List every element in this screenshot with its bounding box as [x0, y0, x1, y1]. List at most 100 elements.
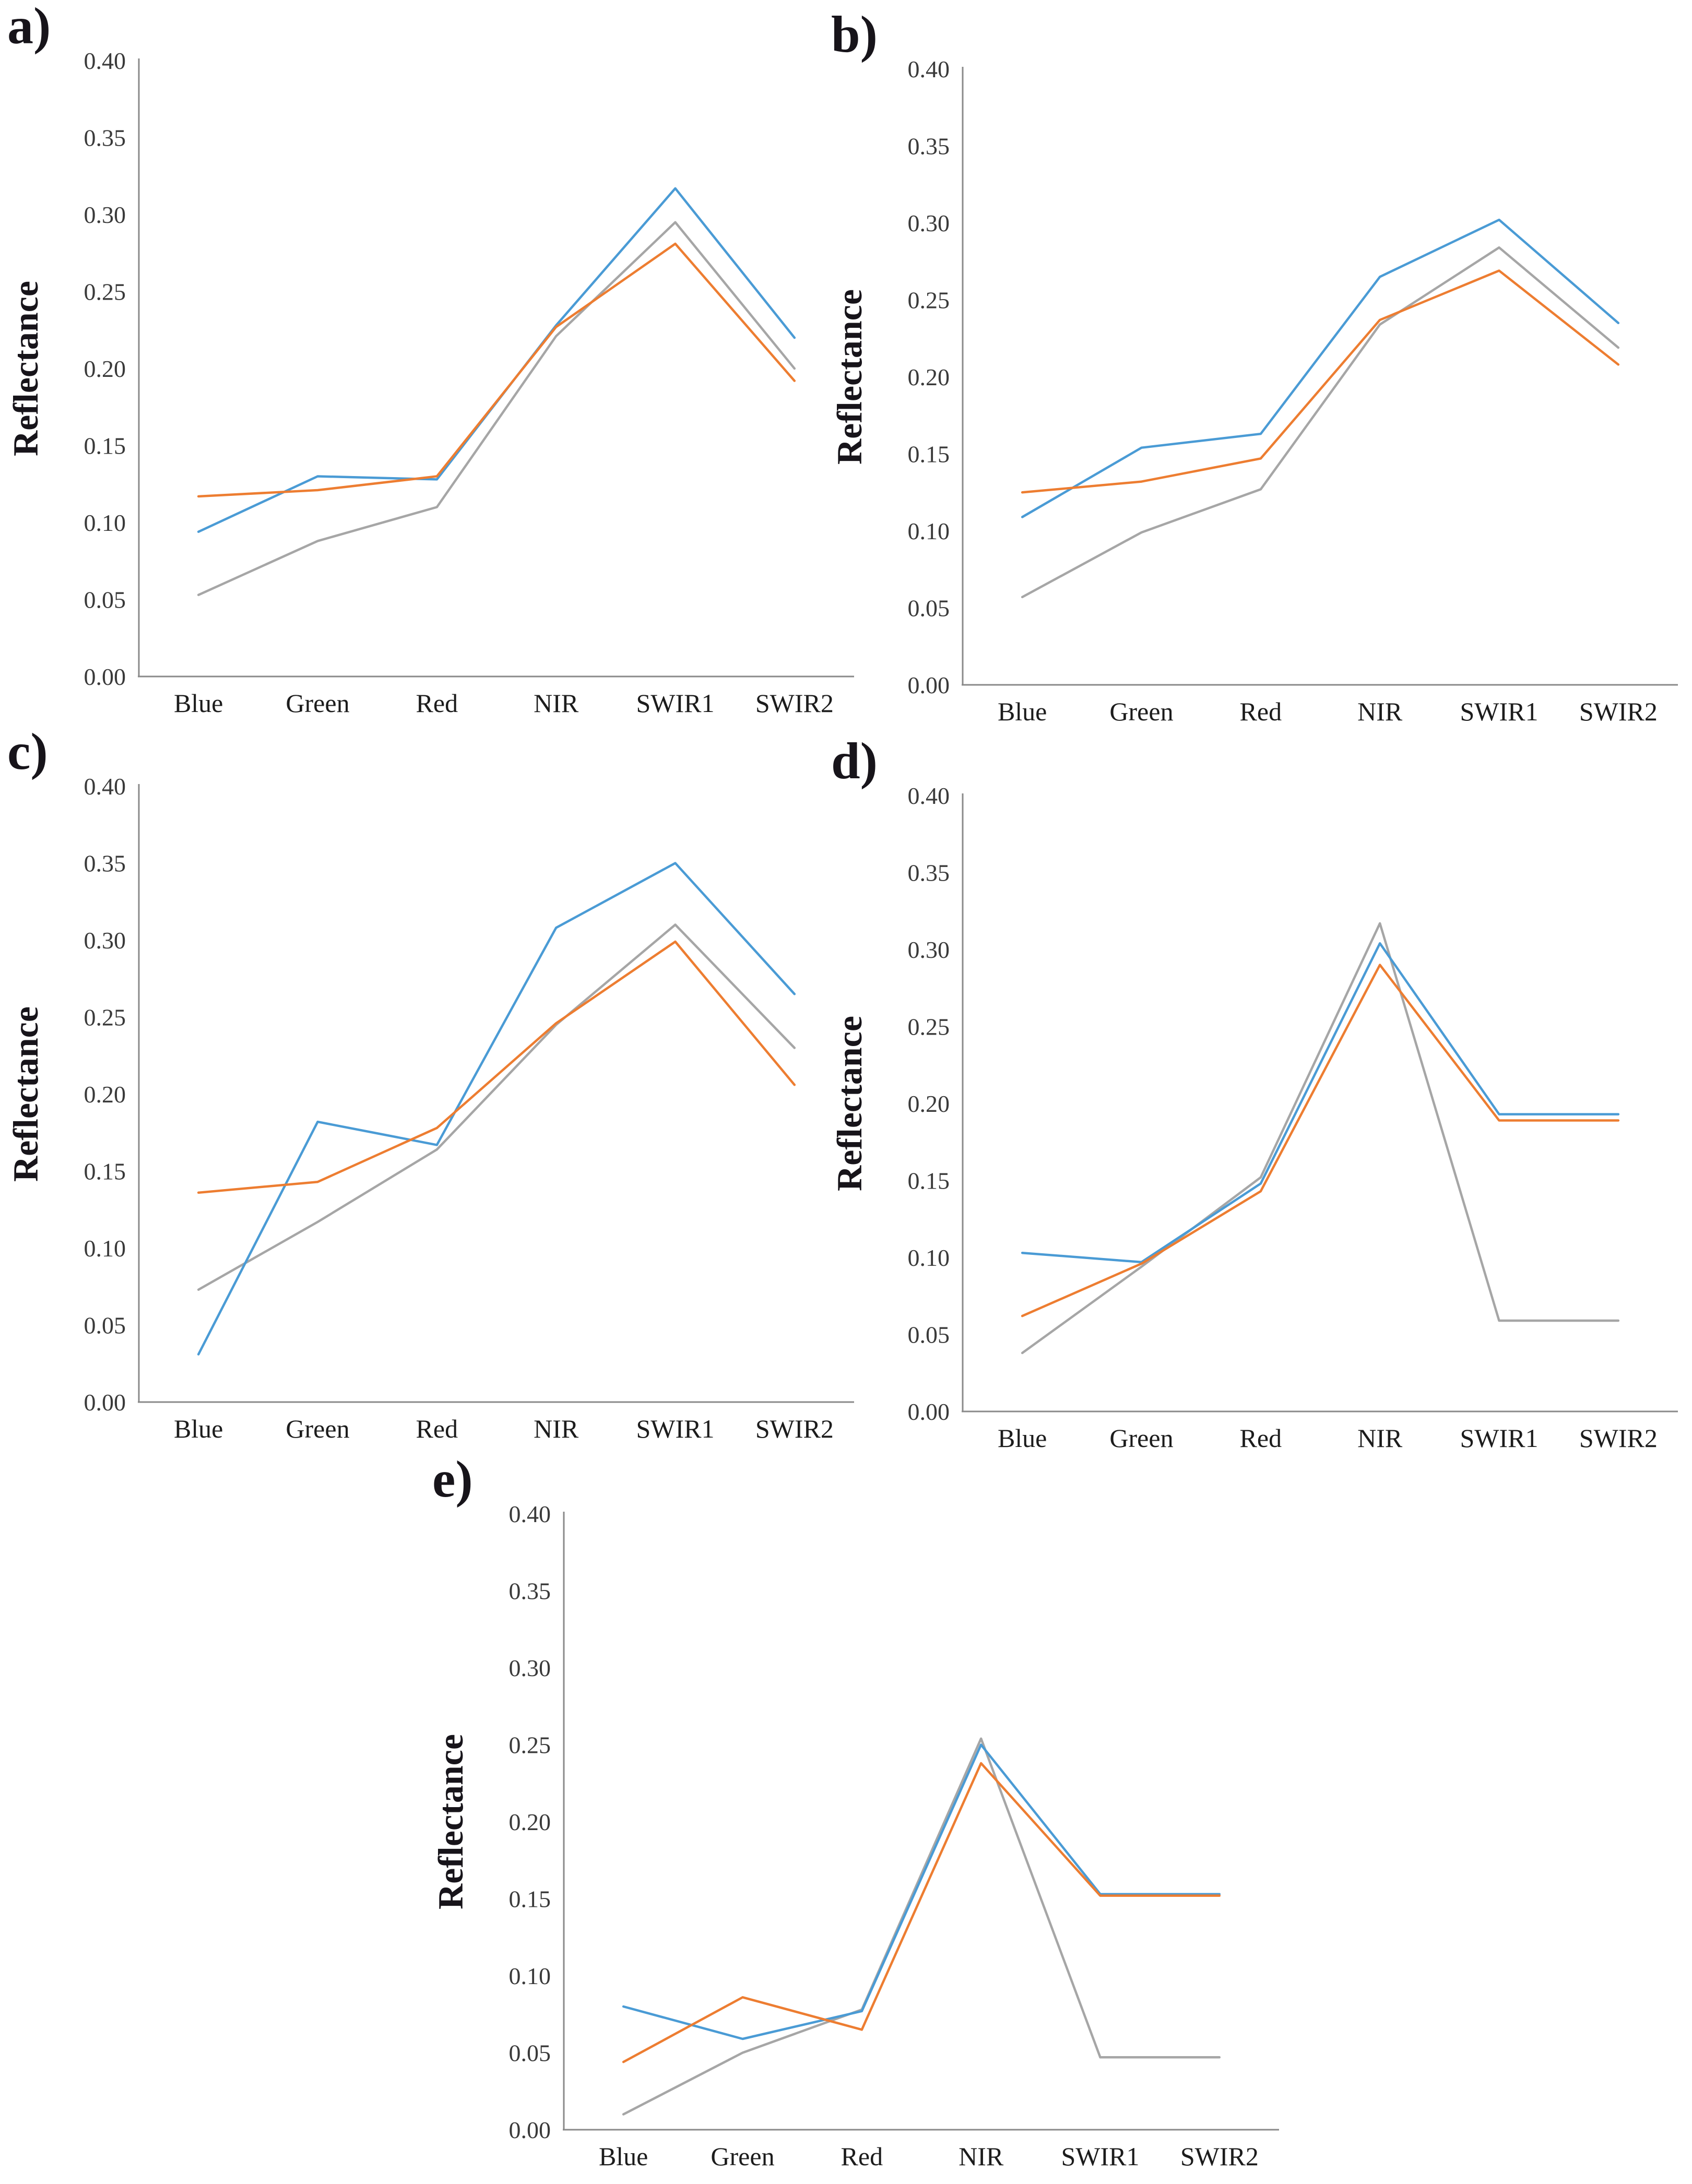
x-category-label: Blue	[998, 1423, 1047, 1453]
y-tick-label: 0.40	[84, 773, 126, 800]
x-category-label: NIR	[534, 1414, 579, 1443]
y-tick-label: 0.25	[509, 1732, 551, 1759]
x-category-label: Red	[416, 689, 458, 718]
y-tick-label: 0.25	[908, 1014, 950, 1040]
x-category-label: Green	[1109, 1423, 1173, 1453]
y-tick-label: 0.15	[84, 1158, 126, 1185]
x-category-label: NIR	[534, 689, 579, 718]
series-orange	[1021, 964, 1620, 1317]
x-category-label: NIR	[959, 2142, 1004, 2171]
series-orange	[1021, 269, 1620, 494]
panel-a: a) 0.00 0.05 0.10 0.15 0.20 0.25 0.30 0.35 0.40 B…	[3, 0, 870, 734]
series-gray	[1021, 922, 1620, 1355]
y-tick-label: 0.10	[908, 518, 950, 544]
panel-e: e) 0.00 0.05 0.10 0.15 0.20 0.25 0.30 0.35 0.40 B…	[428, 1450, 1295, 2184]
y-tick-label: 0.15	[84, 433, 126, 459]
line-chart-a: 0.00 0.05 0.10 0.15 0.20 0.25 0.30 0.35 0.40 Blue…	[6, 48, 854, 718]
y-tick-label: 0.40	[908, 782, 950, 809]
y-tick-label: 0.35	[908, 133, 950, 160]
x-category-label: Green	[1109, 697, 1173, 726]
series-blue	[197, 862, 796, 1356]
y-tick-label: 0.10	[84, 509, 126, 536]
y-tick-label: 0.40	[84, 48, 126, 74]
x-category-label: Blue	[599, 2142, 648, 2171]
y-tick-label: 0.15	[908, 441, 950, 468]
line-chart-b: 0.00 0.05 0.10 0.15 0.20 0.25 0.30 0.35 0.40 Blue…	[830, 56, 1678, 726]
x-category-label: Red	[416, 1414, 458, 1443]
y-tick-label: 0.20	[84, 1081, 126, 1108]
y-tick-label: 0.00	[509, 2117, 551, 2143]
y-tick-label: 0.35	[84, 125, 126, 151]
y-tick-label: 0.05	[908, 595, 950, 622]
y-tick-label: 0.30	[908, 936, 950, 963]
panel-c: c) 0.00 0.05 0.10 0.15 0.20 0.25 0.30 0.35 0.40 B…	[3, 722, 870, 1459]
y-tick-label: 0.20	[908, 1090, 950, 1117]
y-tick-label: 0.10	[509, 1963, 551, 1989]
x-category-label: SWIR2	[755, 689, 834, 718]
y-tick-label: 0.10	[908, 1244, 950, 1271]
line-chart-e: 0.00 0.05 0.10 0.15 0.20 0.25 0.30 0.35 0.40 Blue…	[431, 1501, 1279, 2171]
series-gray	[197, 923, 796, 1291]
panel-label-e: e)	[432, 1450, 473, 1508]
panel-label-a: a)	[7, 0, 51, 55]
x-category-label: SWIR1	[1460, 1423, 1539, 1453]
y-tick-label: 0.30	[84, 201, 126, 228]
x-category-label: Red	[1240, 697, 1282, 726]
x-category-label: SWIR2	[1579, 697, 1658, 726]
x-category-label: SWIR1	[1460, 697, 1539, 726]
x-category-label: Red	[841, 2142, 883, 2171]
x-category-label: SWIR1	[636, 1414, 715, 1443]
y-tick-label: 0.15	[509, 1886, 551, 1913]
y-tick-label: 0.05	[908, 1322, 950, 1348]
panel-label-c: c)	[7, 722, 48, 780]
y-tick-label: 0.00	[908, 672, 950, 698]
y-tick-label: 0.35	[84, 850, 126, 877]
series-gray	[197, 221, 796, 596]
series-blue	[622, 1743, 1221, 2040]
y-axis-title: Reflectance	[6, 281, 45, 456]
line-chart-c: 0.00 0.05 0.10 0.15 0.20 0.25 0.30 0.35 0.40 Blue…	[6, 773, 854, 1443]
y-tick-label: 0.40	[908, 56, 950, 82]
x-category-label: Red	[1240, 1423, 1282, 1453]
panel-d: d) 0.00 0.05 0.10 0.15 0.20 0.25 0.30 0.35 0.40 B…	[827, 732, 1692, 1469]
series-blue	[197, 187, 796, 533]
x-category-label: SWIR1	[636, 689, 715, 718]
y-tick-label: 0.10	[84, 1235, 126, 1262]
x-category-label: SWIR2	[1180, 2142, 1259, 2171]
y-tick-label: 0.00	[84, 1389, 126, 1416]
series-orange	[197, 940, 796, 1194]
y-tick-label: 0.00	[908, 1398, 950, 1425]
y-tick-label: 0.40	[509, 1501, 551, 1527]
series-blue	[1021, 218, 1620, 518]
y-tick-label: 0.35	[908, 860, 950, 886]
series-gray	[622, 1737, 1221, 2116]
x-category-label: Green	[286, 1414, 349, 1443]
y-axis-title: Reflectance	[830, 1016, 869, 1191]
x-category-label: SWIR2	[755, 1414, 834, 1443]
series-blue	[1021, 942, 1620, 1264]
x-category-label: SWIR1	[1061, 2142, 1140, 2171]
x-category-label: Green	[286, 689, 349, 718]
y-tick-label: 0.20	[908, 364, 950, 390]
line-chart-d: 0.00 0.05 0.10 0.15 0.20 0.25 0.30 0.35 0.40 Blue…	[830, 782, 1678, 1453]
y-tick-label: 0.25	[84, 1004, 126, 1031]
y-tick-label: 0.05	[84, 1312, 126, 1339]
y-axis-title: Reflectance	[431, 1734, 470, 1909]
y-axis-title: Reflectance	[6, 1006, 45, 1182]
panel-b: b) 0.00 0.05 0.10 0.15 0.20 0.25 0.30 0.35 0.40 B…	[827, 5, 1692, 742]
y-tick-label: 0.05	[84, 587, 126, 613]
x-category-label: Green	[711, 2142, 774, 2171]
series-gray	[1021, 246, 1620, 599]
panel-label-d: d)	[831, 732, 878, 790]
x-category-label: SWIR2	[1579, 1423, 1658, 1453]
y-tick-label: 0.20	[84, 355, 126, 382]
y-axis-title: Reflectance	[830, 289, 869, 465]
y-tick-label: 0.35	[509, 1578, 551, 1605]
y-tick-label: 0.25	[84, 279, 126, 305]
y-tick-label: 0.05	[509, 2040, 551, 2067]
x-category-label: Blue	[998, 697, 1047, 726]
panel-label-b: b)	[831, 5, 878, 63]
y-tick-label: 0.00	[84, 663, 126, 690]
x-category-label: Blue	[174, 689, 223, 718]
